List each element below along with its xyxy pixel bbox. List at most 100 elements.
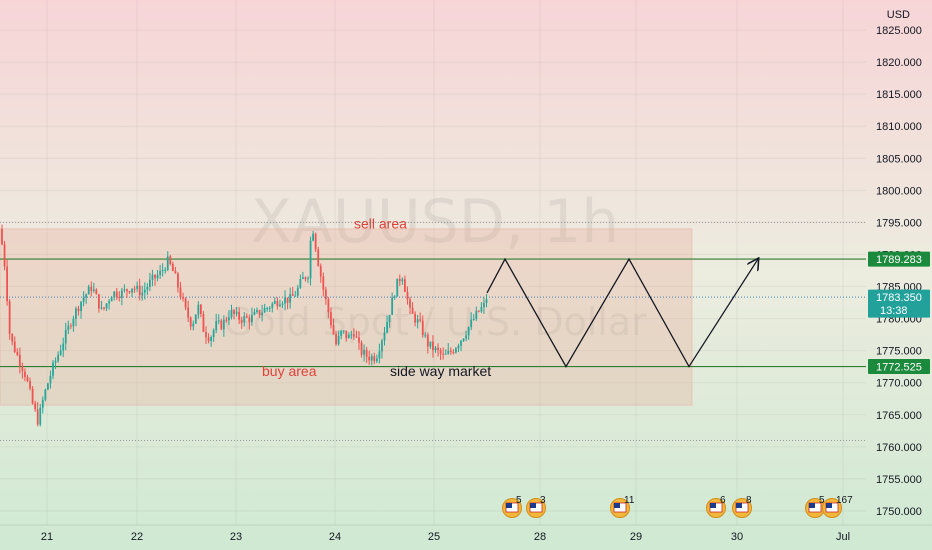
- candle-body: [332, 325, 335, 334]
- candle-body: [268, 307, 271, 309]
- price-label-value: 1783.350: [876, 292, 922, 304]
- time-tick-label: 30: [731, 531, 743, 543]
- candle-body: [123, 289, 126, 291]
- candle-body: [141, 292, 144, 296]
- candle-body: [330, 312, 332, 326]
- candle-body: [465, 335, 467, 339]
- candle-body: [386, 322, 388, 333]
- event-count: 167: [836, 495, 853, 506]
- event-badges[interactable]: 5 3 11 6 8 5 167: [502, 495, 854, 518]
- candle-body: [131, 288, 133, 293]
- candle-body: [217, 320, 220, 322]
- candle-body: [375, 358, 378, 362]
- price-tick-label: 1755.000: [876, 474, 922, 486]
- event-badge[interactable]: 5: [805, 495, 826, 518]
- price-tick-label: 1795.000: [876, 217, 922, 229]
- candle-body: [322, 276, 325, 290]
- candle-body: [457, 345, 460, 349]
- event-badge[interactable]: 6: [706, 495, 727, 518]
- range-box-layer: [0, 228, 693, 406]
- candle-body: [169, 256, 172, 264]
- candle-body: [159, 270, 161, 276]
- candle-body: [444, 353, 447, 355]
- candle-body: [419, 319, 422, 321]
- candle-body: [350, 334, 353, 336]
- price-tick-label: 1825.000: [876, 25, 922, 37]
- candle-body: [156, 275, 159, 279]
- candle-body: [87, 286, 90, 295]
- candle-body: [347, 334, 350, 339]
- candle-body: [253, 312, 256, 315]
- side-way-label: side way market: [390, 363, 491, 379]
- candle-body: [146, 286, 149, 290]
- event-count: 6: [720, 495, 726, 506]
- time-tick-label: 29: [630, 531, 642, 543]
- flag-icon-canton: [809, 503, 815, 508]
- candle-body: [108, 301, 110, 304]
- candle-body: [57, 354, 59, 361]
- candle-body: [75, 308, 77, 319]
- event-badge[interactable]: 8: [732, 495, 753, 518]
- candle-body: [324, 289, 327, 300]
- candle-body: [245, 316, 248, 318]
- candle-body: [133, 288, 136, 290]
- event-count: 11: [624, 495, 635, 506]
- candles: [1, 224, 488, 427]
- price-tick-label: 1775.000: [876, 346, 922, 358]
- candle-body: [256, 310, 258, 313]
- candle-body: [177, 273, 179, 288]
- candle-body: [115, 291, 118, 297]
- candle-body: [230, 310, 233, 318]
- candle-body: [391, 297, 394, 315]
- candle-body: [393, 296, 396, 298]
- candle-body: [235, 311, 238, 314]
- candle-body: [136, 285, 139, 289]
- flag-icon-canton: [710, 503, 716, 508]
- candle-body: [434, 347, 437, 351]
- candle-body: [16, 351, 19, 355]
- price-tick-label: 1820.000: [876, 57, 922, 69]
- candle-body: [26, 376, 29, 381]
- time-axis[interactable]: 21 22 23 24 25 28 29 30 Jul: [0, 524, 932, 543]
- candle-body: [345, 330, 348, 339]
- candle-body: [41, 399, 44, 408]
- event-badge[interactable]: 11: [610, 495, 635, 518]
- candle-body: [47, 383, 49, 390]
- candle-body: [248, 317, 251, 323]
- event-badge[interactable]: 3: [526, 495, 547, 518]
- candle-body: [228, 317, 230, 321]
- candle-body: [92, 289, 95, 292]
- event-badge[interactable]: 5: [502, 495, 523, 518]
- price-axis[interactable]: USD 1750.000 1755.000 1760.000 1765.000 1770.…: [866, 0, 932, 550]
- candle-body: [426, 334, 429, 347]
- candle-body: [8, 301, 11, 334]
- candle-body: [365, 349, 368, 357]
- candle-body: [485, 299, 488, 303]
- candle-body: [414, 313, 416, 323]
- price-label-value: 1789.283: [876, 254, 922, 266]
- candle-body: [110, 297, 113, 302]
- event-badge[interactable]: 167: [822, 495, 854, 518]
- candle-body: [439, 350, 442, 354]
- candle-body: [294, 295, 297, 297]
- candle-body: [113, 291, 116, 298]
- candle-body: [240, 319, 243, 323]
- candle-body: [11, 333, 14, 342]
- price-tick-label: 1765.000: [876, 410, 922, 422]
- candle-body: [296, 287, 299, 296]
- candle-body: [480, 307, 483, 312]
- candle-body: [472, 318, 475, 320]
- zigzag-path: [486, 259, 758, 368]
- candle-body: [118, 296, 121, 298]
- time-tick-label: Jul: [836, 531, 850, 543]
- candle-body: [54, 360, 57, 363]
- time-tick-label: 25: [428, 531, 440, 543]
- candle-body: [401, 279, 404, 282]
- candle-body: [378, 351, 381, 359]
- flag-icon-canton: [614, 503, 620, 508]
- candle-body: [161, 270, 164, 272]
- candle-body: [409, 299, 411, 308]
